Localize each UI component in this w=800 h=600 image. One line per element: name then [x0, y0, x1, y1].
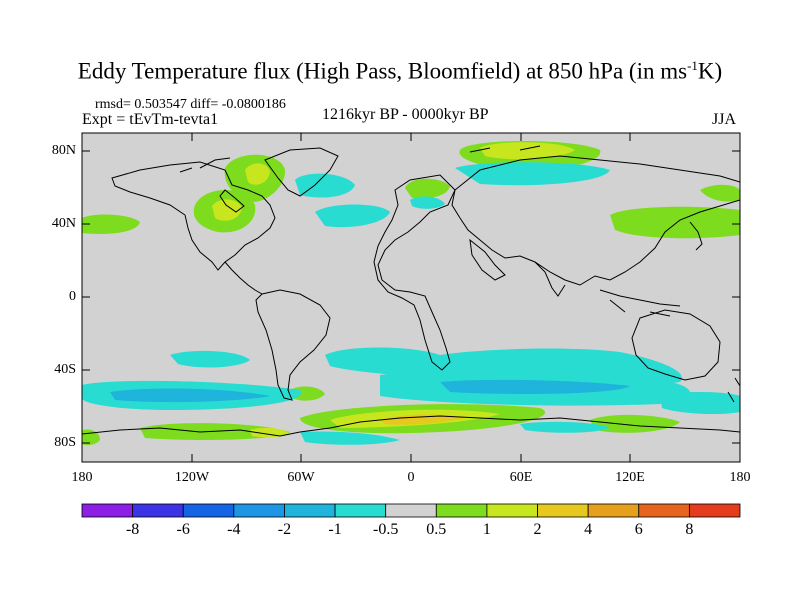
colorbar-swatch-2 — [182, 503, 235, 518]
anomaly-patch-hudson — [295, 173, 355, 198]
colorbar-swatch-10 — [587, 503, 640, 518]
colorbar-swatch-11 — [638, 503, 690, 518]
colorbar-label: 8 — [685, 521, 694, 538]
colorbar-label: -8 — [125, 521, 140, 538]
anomaly-patch-antarctic-coast-core — [250, 427, 290, 438]
coastline-arabia — [469, 238, 506, 281]
colorbar — [81, 503, 741, 518]
anomaly-patch-siberia — [455, 162, 610, 186]
colorbar-swatch-9 — [537, 503, 589, 518]
x-axis-label-120w: 120W — [174, 470, 210, 485]
x-axis-label-180e: 180 — [729, 470, 751, 485]
coastline-indonesia — [599, 289, 681, 317]
y-axis-label-80n: 80N — [51, 143, 76, 158]
colorbar-swatch-6 — [385, 503, 437, 518]
colorbar-swatch-7 — [435, 503, 488, 518]
colorbar-label: -0.5 — [373, 521, 399, 538]
anomaly-patch-southeast-pacific — [170, 350, 250, 368]
anomaly-patch-europe — [410, 196, 445, 209]
y-axis-label-40s: 40S — [54, 362, 76, 377]
coastlines — [82, 145, 740, 437]
anomaly-patch-greenland-core — [245, 163, 270, 185]
colorbar-swatch-3 — [233, 503, 285, 518]
x-axis-label-120e: 120E — [615, 470, 645, 485]
axis-ticks — [81, 133, 741, 462]
anomaly-patch-south-indian — [590, 414, 680, 433]
anomaly-patch-n-america-core — [212, 199, 242, 221]
coastline-hudson-bay — [219, 189, 245, 213]
coastline-europe-africa — [373, 174, 456, 371]
colorbar-label: 6 — [634, 521, 643, 538]
coastline-antarctica — [82, 415, 740, 437]
colorbar-swatch-4 — [284, 503, 336, 518]
coastline-central-america — [224, 261, 263, 295]
coastline-australia — [631, 309, 721, 381]
x-axis-label-60e: 60E — [509, 470, 533, 485]
x-axis-label-60w: 60W — [287, 470, 315, 485]
colorbar-label: 2 — [533, 521, 542, 538]
anomaly-patch-north-atlantic — [315, 204, 390, 228]
y-axis-label-80s: 80S — [54, 435, 76, 450]
coastline-arctic-islands — [179, 145, 541, 173]
anomaly-patch-southern-ocean-east — [660, 392, 740, 415]
colorbar-swatch-5 — [334, 503, 387, 518]
colorbar-label: -4 — [227, 521, 241, 538]
coastline-new-zealand — [727, 377, 740, 403]
anomaly-patch-pacific-east — [610, 206, 740, 239]
map-field — [82, 133, 740, 462]
colorbar-swatch-0 — [81, 503, 134, 518]
coastline-japan — [689, 221, 703, 251]
colorbar-swatch-12 — [688, 503, 741, 518]
y-axis-label-0: 0 — [69, 289, 76, 304]
x-axis-label-0: 0 — [407, 470, 415, 485]
colorbar-swatch-1 — [132, 503, 184, 518]
anomaly-patch-scandinavia — [405, 178, 450, 199]
coastline-greenland — [264, 147, 339, 197]
colorbar-label: -1 — [328, 521, 342, 538]
colorbar-label: -6 — [176, 521, 190, 538]
chart-title: Eddy Temperature flux (High Pass, Bloomf… — [77, 58, 723, 84]
anomaly-patch-arctic-europe-core — [480, 142, 575, 160]
stats-label: rmsd= 0.503547 diff= -0.0800186 — [95, 97, 286, 112]
coastline-india — [534, 261, 566, 297]
experiment-label: Expt = tEvTm-tevta1 — [82, 111, 219, 128]
coastline-north-america — [111, 161, 276, 271]
x-axis-label-180w: 180 — [71, 470, 93, 485]
season-label: JJA — [712, 111, 737, 128]
period-label: 1216kyr BP - 0000kyr BP — [322, 106, 489, 123]
colorbar-label: 4 — [584, 521, 593, 538]
anomaly-patch-southern-ocean-peak — [380, 414, 465, 425]
anomaly-patch-antarctic-rim-east — [520, 421, 610, 433]
colorbar-label: 1 — [482, 521, 491, 538]
anomaly-patch-atlantic-west — [82, 214, 140, 234]
colorbar-label: -2 — [277, 521, 292, 538]
anomaly-patch-antarctic-rim — [300, 431, 400, 445]
anomaly-patch-pacific-north — [700, 184, 740, 202]
colorbar-label: 0.5 — [426, 521, 447, 538]
anomaly-patch-south-indian-band-core — [440, 379, 630, 394]
coastline-asia — [451, 155, 740, 286]
y-axis-label-40n: 40N — [51, 216, 76, 231]
anomaly-patch-south-pacific-core — [110, 388, 270, 403]
coastline-south-america — [255, 289, 331, 401]
colorbar-swatch-8 — [486, 503, 538, 518]
